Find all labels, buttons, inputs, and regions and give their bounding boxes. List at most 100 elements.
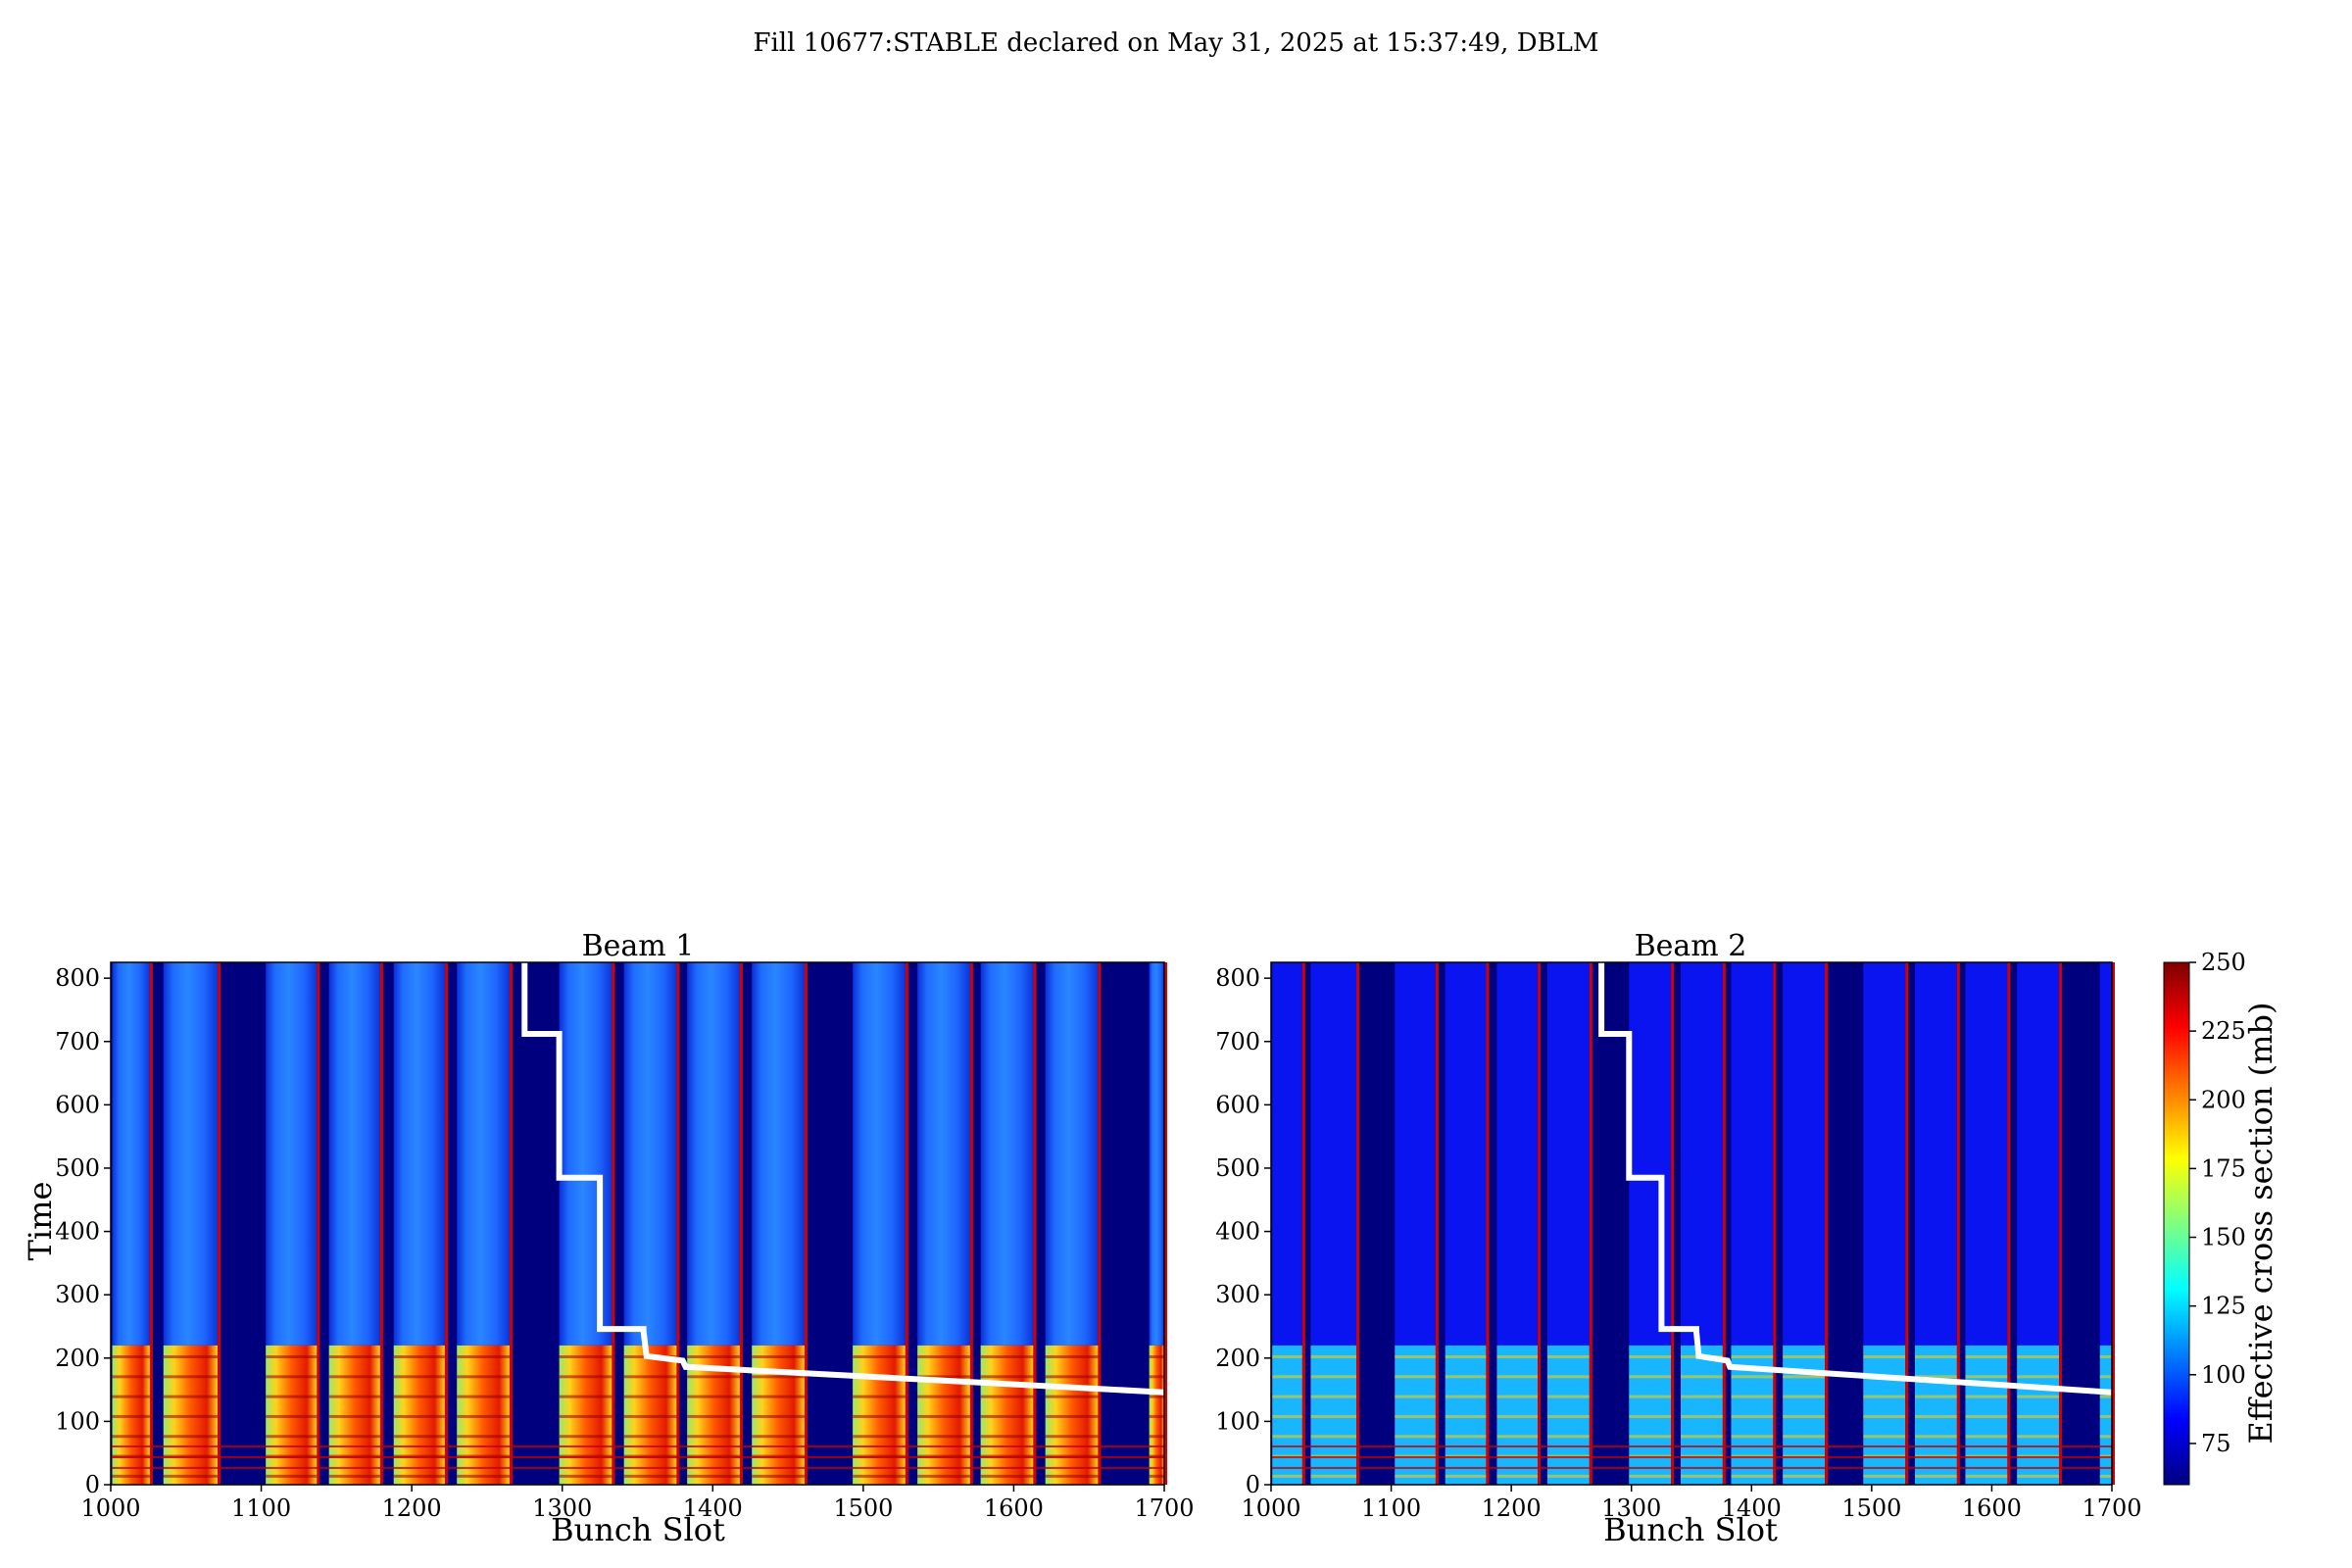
train-edge [2059, 962, 2063, 1485]
train-band [752, 1395, 805, 1398]
colorbar-tick-label: 250 [2201, 949, 2246, 976]
train-band [687, 1474, 740, 1478]
train-band [266, 1375, 318, 1379]
train-upper [623, 962, 677, 1346]
train-band [1680, 1375, 1723, 1379]
train-band [752, 1414, 805, 1418]
y-tick-label: 500 [55, 1154, 100, 1182]
colorbar-gradient [2163, 961, 2190, 1486]
train-column [1045, 962, 1102, 1485]
train-upper [1445, 962, 1487, 1346]
train-band [1445, 1474, 1487, 1478]
train-band [2099, 1414, 2112, 1418]
train-upper [393, 962, 445, 1346]
train-edge [1538, 962, 1542, 1485]
train-band [457, 1375, 510, 1379]
train-band [1965, 1474, 2008, 1478]
train-band [917, 1395, 970, 1398]
train-band [1149, 1355, 1164, 1359]
train-column [2017, 962, 2063, 1485]
y-tick-label: 100 [1215, 1407, 1260, 1435]
train-column [1680, 962, 1726, 1485]
train-band [112, 1435, 150, 1439]
train-band [559, 1355, 612, 1359]
x-tick-label: 1500 [1841, 1494, 1901, 1522]
train-band [980, 1435, 1034, 1439]
train-band [1445, 1375, 1487, 1379]
train-band [2017, 1435, 2060, 1439]
train-band [457, 1414, 510, 1418]
y-tick-label: 800 [1215, 964, 1260, 992]
y-tick-label: 600 [55, 1091, 100, 1118]
x-tick-label: 1300 [532, 1494, 592, 1522]
train-upper [328, 962, 380, 1346]
train-band [853, 1414, 906, 1418]
train-band [1272, 1414, 1302, 1418]
train-edge [2007, 962, 2011, 1485]
train-upper [1629, 962, 1672, 1346]
train-band [980, 1474, 1034, 1478]
train-band [1496, 1375, 1539, 1379]
train-band [1863, 1414, 1906, 1418]
train-edge [1905, 962, 1909, 1485]
train-edge [804, 962, 808, 1485]
train-band [1546, 1395, 1590, 1398]
train-band [266, 1414, 318, 1418]
train-band [623, 1375, 677, 1379]
train-upper [1965, 962, 2008, 1346]
train-band [1045, 1435, 1099, 1439]
train-band [1496, 1474, 1539, 1478]
overlay-line [521, 962, 1165, 1396]
train-edge [1356, 962, 1360, 1485]
train-edge [1164, 962, 1167, 1485]
train-column [1310, 962, 1360, 1485]
train-band [393, 1414, 445, 1418]
train-edge [1301, 962, 1305, 1485]
x-axis-label: Bunch Slot [551, 1511, 725, 1548]
train-band [1680, 1435, 1723, 1439]
train-band [1965, 1395, 2008, 1398]
train-band [1783, 1395, 1826, 1398]
train-band [1863, 1355, 1906, 1359]
train-band [853, 1474, 906, 1478]
y-tick-label: 300 [55, 1281, 100, 1308]
train-edge [444, 962, 448, 1485]
train-band [1965, 1375, 2008, 1379]
train-column [328, 962, 383, 1485]
train-column [266, 962, 320, 1485]
panel-title: Beam 1 [582, 929, 695, 963]
train-band [1445, 1435, 1487, 1439]
train-band [1914, 1474, 1957, 1478]
train-band [1149, 1435, 1164, 1439]
y-tick-label: 600 [1215, 1091, 1260, 1118]
train-edge [1773, 962, 1777, 1485]
x-tick-label: 1000 [80, 1494, 140, 1522]
train-band [1914, 1355, 1957, 1359]
train-column [1965, 962, 2011, 1485]
train-band [980, 1414, 1034, 1418]
train-band [1310, 1474, 1357, 1478]
overlay-line [1598, 962, 2113, 1396]
train-column [1445, 962, 1490, 1485]
y-tick-label: 700 [1215, 1028, 1260, 1055]
train-band [917, 1474, 970, 1478]
train-column [1863, 962, 1909, 1485]
train-band [1445, 1414, 1487, 1418]
train-band [623, 1474, 677, 1478]
train-band [1149, 1414, 1164, 1418]
train-column [917, 962, 973, 1485]
horizontal-band [111, 1455, 1164, 1458]
train-edge [1722, 962, 1726, 1485]
train-band [1629, 1375, 1672, 1379]
train-band [1629, 1474, 1672, 1478]
train-band [980, 1355, 1034, 1359]
train-band [1546, 1414, 1590, 1418]
x-tick-label: 1100 [231, 1494, 291, 1522]
train-band [1310, 1395, 1357, 1398]
train-edge [1033, 962, 1037, 1485]
train-band [980, 1375, 1034, 1379]
train-band [917, 1435, 970, 1439]
train-band [328, 1435, 380, 1439]
train-band [752, 1375, 805, 1379]
